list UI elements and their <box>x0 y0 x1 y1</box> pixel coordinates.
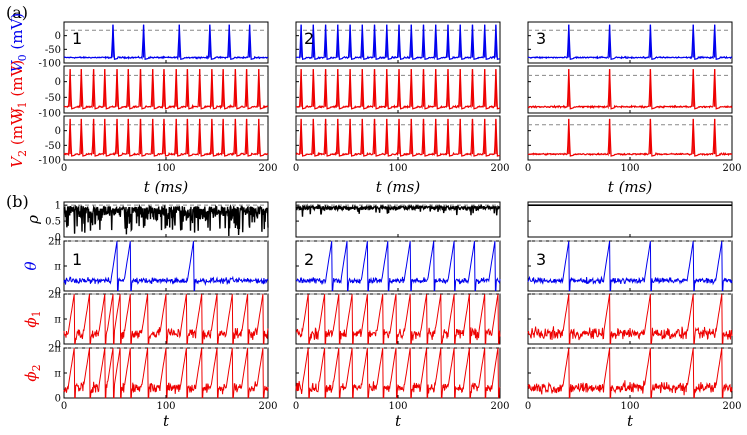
panel-b-col2-rho-trace <box>295 203 500 217</box>
panel-a-col1-v1-ytick-label: -100 <box>39 109 61 120</box>
panel-a-col1-v1-ytick-label: 0 <box>55 77 61 88</box>
panel-b-col3-number: 3 <box>536 250 546 269</box>
panel-a-col1-v0-ytick-label: -100 <box>39 59 61 70</box>
panel-a-col1-v1-ylabel: V1 (mV) <box>8 60 29 119</box>
panel-b-col1-rho-ylabel: ρ <box>24 215 42 225</box>
panel-b-col1-phi2-ylabel: ϕ2 <box>22 364 43 381</box>
panel-b-col1-phi2-ytick-label: π <box>54 369 61 380</box>
panel-b-col3-theta-trace <box>527 241 733 292</box>
panel-b-col1-phi1-ytick-label: π <box>54 315 61 326</box>
panel-a-col3-xlabel: t (ms) <box>608 178 653 196</box>
panel-b-col1-phi2-ytick-label: 0 <box>55 394 61 405</box>
panel-a-col2-v2-xtick-label: 100 <box>388 163 407 174</box>
panel-b-col1-phi1-ylabel: ϕ1 <box>22 310 43 327</box>
panel-a-col1-v2-ylabel: V2 (mV) <box>8 108 29 167</box>
panel-b-col1-phi2-xtick-label: 0 <box>61 401 67 412</box>
panel-b-col1-rho-ytick-label: 0 <box>55 233 61 244</box>
panel-b-col3-phi1-frame <box>527 293 733 345</box>
panel-a-col1-v1-trace <box>63 69 269 110</box>
panel-b-col2-phi2-xtick-label: 100 <box>388 401 407 412</box>
panel-b-col2-phi2-xtick-label: 0 <box>293 401 299 412</box>
panel-a-col1-v2-ytick-label: 0 <box>55 126 61 137</box>
panel-b-col3-phi2-xtick-label: 0 <box>525 401 531 412</box>
panel-b-col3-phi2-xtick-label: 200 <box>722 401 741 412</box>
panel-b-col1-phi2-ytick-label: 2π <box>48 344 61 355</box>
panel-b-col1-xlabel: t <box>163 412 170 430</box>
panel-a-col3-v1-trace <box>528 69 733 110</box>
panel-b-col1-theta-ytick-label: π <box>54 262 61 273</box>
panel-b-col3-theta-frame <box>527 240 733 292</box>
panel-a-col3-number: 3 <box>536 29 546 48</box>
panel-a-col1-v2-ytick-label: -50 <box>45 141 61 152</box>
panel-b-col1-theta-ytick-label: 0 <box>55 287 61 298</box>
panel-b-col1-rho-ytick-label: 1 <box>55 201 61 212</box>
panel-b-col1-theta-trace <box>63 241 269 292</box>
panel-b-col2-theta-frame <box>295 240 501 292</box>
panel-b-col3-rho-frame <box>527 201 733 238</box>
panel-b-col1-phi2-xtick-label: 200 <box>258 401 277 412</box>
panel-b-col2-number: 2 <box>304 250 314 269</box>
panel-b-col1-theta-ylabel: θ <box>22 261 40 270</box>
panel-a-col3-v2-trace <box>527 118 733 157</box>
panel-b-col1-number: 1 <box>72 250 82 269</box>
panel-b-col1-rho-ytick-label: 0.5 <box>45 217 61 228</box>
panel-a-col1-v0-trace <box>63 24 269 61</box>
panel-a-col1-xlabel: t (ms) <box>144 178 189 196</box>
panel-a-col3-v2-xtick-label: 0 <box>525 163 531 174</box>
panel-a-col2-v1-trace <box>295 69 501 110</box>
panel-a-col3-v2-xtick-label: 100 <box>620 163 639 174</box>
panel-b-col2-phi2-trace <box>295 348 501 399</box>
panel-b-col1-rho-trace <box>63 203 269 237</box>
panel-b-col1-phi1-ytick-label: 0 <box>55 340 61 351</box>
panel-b-col1-phi1-ytick-label: 2π <box>48 290 61 301</box>
panel-a-col1-v2-trace <box>63 118 269 157</box>
panel-a-col1-v0-ytick-label: 0 <box>55 31 61 42</box>
panel-b-col2-phi1-trace <box>295 294 501 345</box>
panel-b-col1-phi1-trace <box>63 294 269 345</box>
panel-b-col2-theta-trace <box>295 241 501 292</box>
panel-a-col2-number: 2 <box>304 29 314 48</box>
panel-a-col2-v0-trace <box>295 24 501 61</box>
panel-b-col3-phi2-trace <box>527 348 733 399</box>
panel-b-col1-theta-ytick-label: 2π <box>48 237 61 248</box>
panel-a-col1-v0-ytick-label: -50 <box>45 45 61 56</box>
panel-a-col1-v1-ytick-label: -50 <box>45 93 61 104</box>
panel-b-col2-xlabel: t <box>395 412 402 430</box>
panel-a-col2-v2-xtick-label: 0 <box>293 163 299 174</box>
panel-b-col2-phi2-xtick-label: 200 <box>490 401 509 412</box>
panel-b-col3-phi1-trace <box>527 294 733 345</box>
panel-label-a: (a) <box>6 3 28 22</box>
panel-a-col2-v2-trace <box>295 118 501 157</box>
panel-b-col3-xlabel: t <box>627 412 634 430</box>
panel-b-col3-phi2-xtick-label: 100 <box>620 401 639 412</box>
panel-b-col1-phi2-xtick-label: 100 <box>156 401 175 412</box>
panel-a-col1-v2-xtick-label: 0 <box>61 163 67 174</box>
panel-a-col1-v2-ytick-label: -100 <box>39 156 61 167</box>
panel-a-col1-number: 1 <box>72 29 82 48</box>
panel-a-col1-v0-ylabel: V0 (mV) <box>8 13 29 72</box>
panel-label-b: (b) <box>6 192 29 211</box>
panel-a-col3-v2-xtick-label: 200 <box>722 163 741 174</box>
panel-a-col1-v2-xtick-label: 200 <box>258 163 277 174</box>
panel-a-col1-v2-xtick-label: 100 <box>156 163 175 174</box>
panel-b-col1-phi2-trace <box>63 348 269 399</box>
panel-a-col2-xlabel: t (ms) <box>376 178 421 196</box>
panel-a-col2-v2-xtick-label: 200 <box>490 163 509 174</box>
panel-a-col3-v0-trace <box>527 24 733 61</box>
